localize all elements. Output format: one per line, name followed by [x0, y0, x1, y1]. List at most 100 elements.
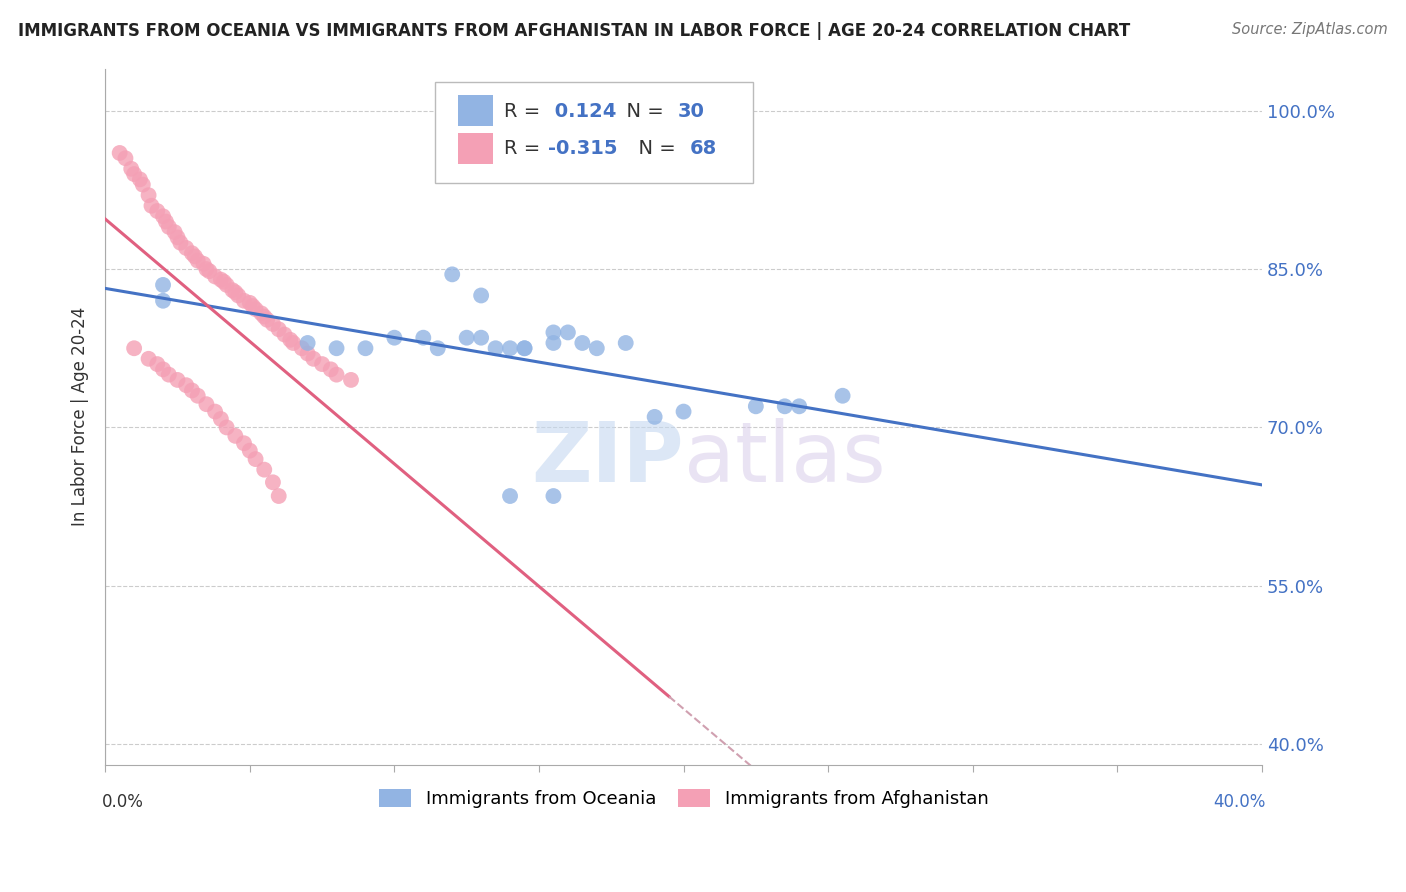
- Point: [614, 335, 637, 350]
- Point: [773, 400, 796, 414]
- Point: [204, 269, 226, 284]
- Point: [340, 373, 363, 387]
- Point: [138, 188, 160, 202]
- Point: [181, 246, 204, 260]
- Point: [157, 219, 180, 234]
- Point: [267, 489, 290, 503]
- Point: [644, 409, 666, 424]
- Point: [169, 235, 191, 250]
- Point: [152, 362, 174, 376]
- Point: [198, 264, 221, 278]
- Point: [278, 333, 301, 347]
- Point: [215, 420, 238, 434]
- Point: [470, 288, 492, 302]
- Point: [470, 331, 492, 345]
- Point: [745, 400, 768, 414]
- Point: [499, 489, 522, 503]
- Point: [543, 326, 565, 340]
- Point: [412, 331, 434, 345]
- Point: [138, 351, 160, 366]
- Point: [224, 429, 246, 443]
- Point: [256, 312, 278, 326]
- Point: [262, 317, 284, 331]
- Point: [166, 230, 188, 244]
- Point: [195, 397, 218, 411]
- Text: 30: 30: [678, 102, 704, 120]
- Text: 0.0%: 0.0%: [101, 793, 143, 811]
- Point: [557, 326, 579, 340]
- Point: [212, 275, 235, 289]
- Point: [253, 310, 276, 324]
- Point: [187, 389, 209, 403]
- Point: [221, 283, 243, 297]
- Point: [146, 357, 169, 371]
- Text: IMMIGRANTS FROM OCEANIA VS IMMIGRANTS FROM AFGHANISTAN IN LABOR FORCE | AGE 20-2: IMMIGRANTS FROM OCEANIA VS IMMIGRANTS FR…: [18, 22, 1130, 40]
- Text: -0.315: -0.315: [548, 139, 617, 158]
- Point: [302, 351, 325, 366]
- Point: [239, 296, 262, 310]
- Point: [152, 277, 174, 292]
- Point: [152, 293, 174, 308]
- Point: [253, 463, 276, 477]
- Point: [152, 209, 174, 223]
- Point: [585, 341, 607, 355]
- Point: [195, 262, 218, 277]
- Point: [311, 357, 333, 371]
- Point: [543, 335, 565, 350]
- Point: [187, 253, 209, 268]
- Text: R =: R =: [505, 139, 547, 158]
- Point: [114, 151, 136, 165]
- Point: [174, 378, 197, 392]
- Point: [157, 368, 180, 382]
- Text: N =: N =: [626, 139, 682, 158]
- Point: [262, 475, 284, 490]
- Legend: Immigrants from Oceania, Immigrants from Afghanistan: Immigrants from Oceania, Immigrants from…: [371, 781, 995, 815]
- Point: [571, 335, 593, 350]
- FancyBboxPatch shape: [458, 133, 492, 164]
- Point: [787, 400, 810, 414]
- Point: [204, 404, 226, 418]
- Y-axis label: In Labor Force | Age 20-24: In Labor Force | Age 20-24: [72, 307, 89, 526]
- Point: [129, 172, 152, 186]
- Point: [672, 404, 695, 418]
- Point: [146, 204, 169, 219]
- Point: [456, 331, 478, 345]
- Point: [245, 452, 267, 467]
- Point: [163, 225, 186, 239]
- Point: [441, 268, 464, 282]
- Point: [291, 341, 314, 355]
- Text: Source: ZipAtlas.com: Source: ZipAtlas.com: [1232, 22, 1388, 37]
- Text: 0.124: 0.124: [548, 102, 617, 120]
- FancyBboxPatch shape: [458, 95, 492, 127]
- Text: R =: R =: [505, 102, 547, 120]
- Point: [283, 335, 305, 350]
- Text: 68: 68: [689, 139, 717, 158]
- Point: [273, 327, 295, 342]
- Point: [120, 161, 142, 176]
- Point: [181, 384, 204, 398]
- Text: 40.0%: 40.0%: [1213, 793, 1265, 811]
- Point: [325, 341, 347, 355]
- Point: [245, 302, 267, 317]
- Point: [267, 322, 290, 336]
- Text: ZIP: ZIP: [531, 418, 683, 500]
- Point: [122, 341, 145, 355]
- Point: [184, 249, 207, 263]
- Point: [319, 362, 342, 376]
- Point: [174, 241, 197, 255]
- Point: [233, 436, 256, 450]
- Point: [384, 331, 406, 345]
- Point: [513, 341, 536, 355]
- Point: [513, 341, 536, 355]
- Point: [141, 199, 163, 213]
- FancyBboxPatch shape: [434, 82, 754, 184]
- Point: [484, 341, 506, 355]
- Point: [242, 299, 264, 313]
- Text: atlas: atlas: [683, 418, 886, 500]
- Point: [155, 214, 177, 228]
- Point: [831, 389, 853, 403]
- Point: [132, 178, 155, 192]
- Point: [325, 368, 347, 382]
- Point: [233, 293, 256, 308]
- Point: [250, 306, 273, 320]
